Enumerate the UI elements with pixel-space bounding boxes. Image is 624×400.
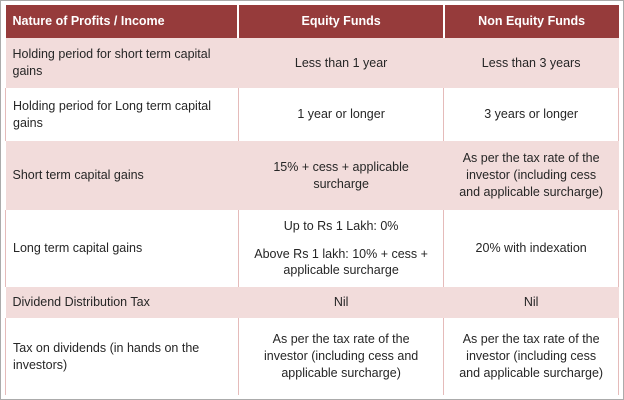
cell-text: Nil (523, 295, 539, 310)
cell-text: 20% with indexation (475, 241, 587, 256)
cell-text: Nil (333, 295, 349, 310)
column-header-non-equity-funds: Non Equity Funds (442, 5, 619, 38)
row-label-cell: Holding period for Long term capital gai… (5, 88, 239, 141)
cell-text: Less than 1 year (294, 55, 388, 70)
cell-text: Tax on dividends (in hands on the invest… (13, 340, 200, 372)
equity-funds-cell: Less than 1 year (238, 38, 444, 88)
column-header-equity-funds: Equity Funds (237, 5, 444, 38)
table-body: Holding period for short term capital ga… (5, 38, 619, 395)
cell-text: 15% + cess + applicable surcharge (273, 159, 409, 191)
equity-funds-cell: Nil (238, 287, 444, 318)
cell-text: Holding period for Long term capital gai… (13, 98, 212, 130)
cell-text: Dividend Distribution Tax (12, 295, 150, 310)
table-row: Tax on dividends (in hands on the invest… (5, 318, 619, 395)
cell-text: As per the tax rate of the investor (inc… (459, 151, 604, 199)
cell-text: Above Rs 1 lakh: 10% + cess + applicable… (254, 246, 428, 278)
table-row: Long term capital gains Up to Rs 1 Lakh: … (5, 210, 619, 287)
table-row: Holding period for short term capital ga… (5, 38, 619, 88)
cell-text: 3 years or longer (484, 107, 579, 122)
equity-funds-cell: 15% + cess + applicable surcharge (238, 141, 444, 210)
table-row: Short term capital gains 15% + cess + app… (5, 141, 619, 210)
cell-text: Long term capital gains (13, 241, 143, 256)
cell-text: 1 year or longer (297, 107, 385, 122)
cell-text: As per the tax rate of the investor (inc… (263, 332, 419, 380)
cell-text: Holding period for short term capital ga… (12, 47, 211, 78)
row-label-cell: Holding period for short term capital ga… (5, 38, 239, 88)
non-equity-funds-cell: Nil (443, 287, 619, 318)
equity-funds-cell: As per the tax rate of the investor (inc… (237, 318, 445, 395)
cell-text: Short term capital gains (12, 168, 144, 183)
equity-funds-cell: 1 year or longer (237, 88, 445, 141)
non-equity-funds-cell: As per the tax rate of the investor (inc… (443, 141, 619, 210)
non-equity-funds-cell: As per the tax rate of the investor (inc… (443, 318, 619, 395)
equity-funds-cell: Up to Rs 1 Lakh: 0% Above Rs 1 lakh: 10% … (237, 210, 445, 287)
row-label-cell: Tax on dividends (in hands on the invest… (5, 318, 239, 395)
row-label-cell: Long term capital gains (5, 210, 239, 287)
cell-text: As per the tax rate of the investor (inc… (459, 332, 604, 380)
non-equity-funds-cell: Less than 3 years (443, 38, 619, 88)
mutual-fund-tax-table: Nature of Profits / Income Equity Funds … (5, 5, 619, 395)
header-row: Nature of Profits / Income Equity Funds … (5, 5, 619, 38)
cell-text: Up to Rs 1 Lakh: 0% (283, 218, 399, 233)
column-header-nature-of-profits: Nature of Profits / Income (5, 5, 239, 38)
non-equity-funds-cell: 3 years or longer (443, 88, 619, 141)
row-label-cell: Short term capital gains (5, 141, 239, 210)
non-equity-funds-cell: 20% with indexation (443, 210, 619, 287)
row-label-cell: Dividend Distribution Tax (5, 287, 239, 318)
table-header: Nature of Profits / Income Equity Funds … (5, 5, 619, 38)
cell-text: Less than 3 years (481, 55, 581, 70)
table-row: Holding period for Long term capital gai… (5, 88, 619, 141)
table-row: Dividend Distribution Tax Nil Nil (5, 287, 619, 318)
